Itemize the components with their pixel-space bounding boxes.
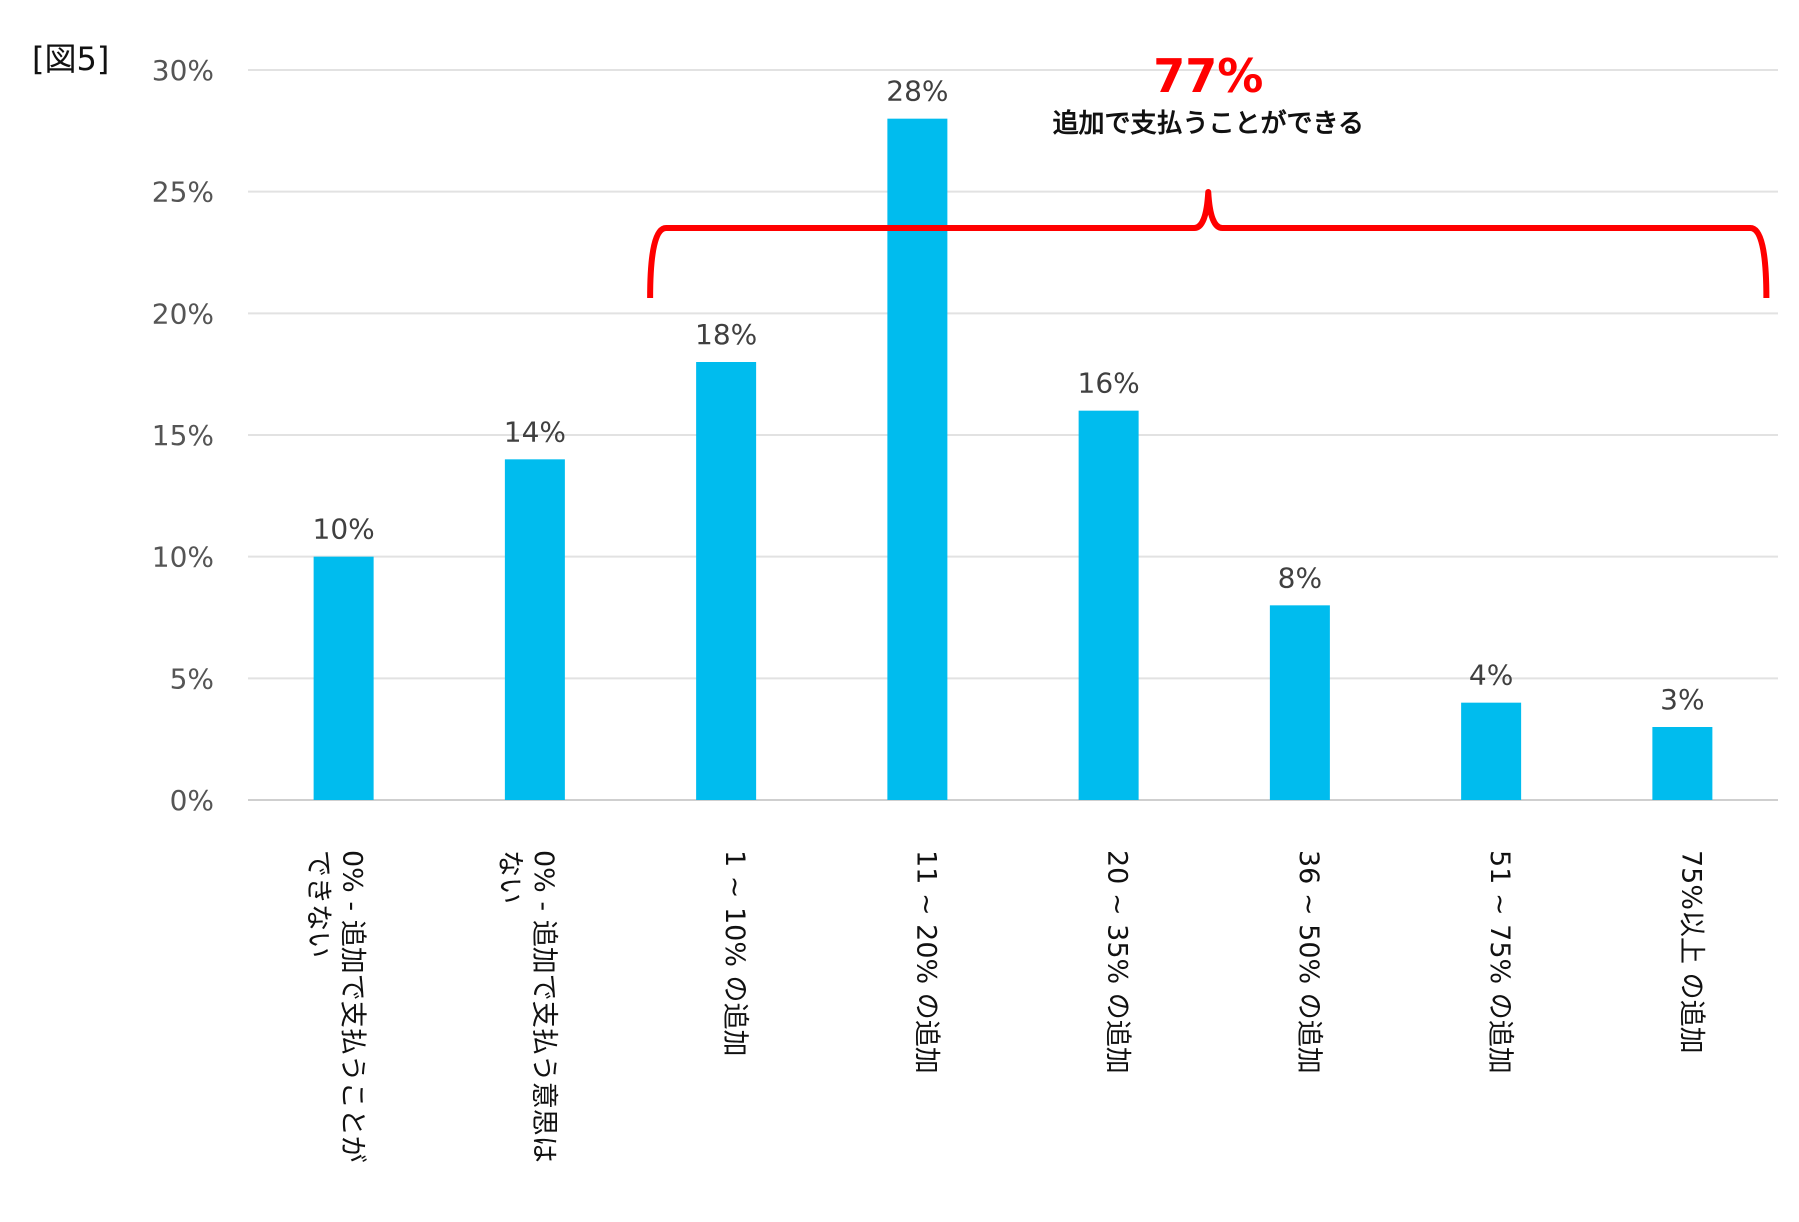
y-tick-label: 10%: [152, 541, 214, 574]
y-tick-label: 20%: [152, 297, 214, 330]
x-category-label: 1 ~ 10% の追加: [719, 850, 750, 1057]
data-label: 3%: [1660, 683, 1704, 716]
y-tick-label: 25%: [152, 176, 214, 209]
bar: [1461, 702, 1522, 800]
x-category-label: 51 ~ 75% の追加: [1484, 850, 1515, 1074]
data-label: 14%: [504, 415, 566, 448]
y-axis-ticks: 0% 5% 10% 15% 20% 25% 30%: [152, 54, 214, 817]
x-category-label: 75%以上 の追加: [1675, 850, 1706, 1054]
data-label: 28%: [886, 75, 948, 108]
data-label: 8%: [1278, 561, 1322, 594]
x-category-label: 11 ~ 20% の追加: [910, 850, 941, 1074]
bar: [1078, 410, 1139, 800]
data-label: 10%: [313, 513, 375, 546]
y-tick-label: 5%: [170, 662, 214, 695]
bar: [1652, 727, 1713, 800]
annotation-percentage: 77%: [1153, 49, 1263, 103]
data-label: 18%: [695, 318, 757, 351]
y-tick-label: 30%: [152, 54, 214, 87]
x-category-label: ない: [494, 850, 525, 904]
gridlines: [248, 69, 1778, 801]
x-category-label: 0% - 追加で支払うことが: [337, 850, 368, 1163]
x-category-label: 0% - 追加で支払う意思は: [528, 850, 559, 1163]
bracket-annotation: 77% 追加で支払うことができる: [647, 49, 1770, 299]
bar: [504, 459, 565, 800]
bar: [887, 118, 948, 800]
bar: [696, 362, 757, 800]
bars: [313, 118, 1713, 800]
y-tick-label: 0%: [170, 784, 214, 817]
x-category-label: できない: [303, 850, 334, 958]
bar: [1269, 605, 1330, 800]
data-label: 16%: [1078, 367, 1140, 400]
data-label: 4%: [1469, 659, 1513, 692]
data-labels: 10% 14% 18% 28% 16% 8% 4% 3%: [313, 75, 1705, 716]
x-category-label: 36 ~ 50% の追加: [1293, 850, 1324, 1074]
y-tick-label: 15%: [152, 419, 214, 452]
x-category-label: 20 ~ 35% の追加: [1102, 850, 1133, 1074]
figure-label: [図5]: [32, 40, 110, 78]
bracket-line: [647, 189, 1770, 299]
bar: [313, 556, 374, 800]
annotation-text: 追加で支払うことができる: [1053, 108, 1364, 139]
